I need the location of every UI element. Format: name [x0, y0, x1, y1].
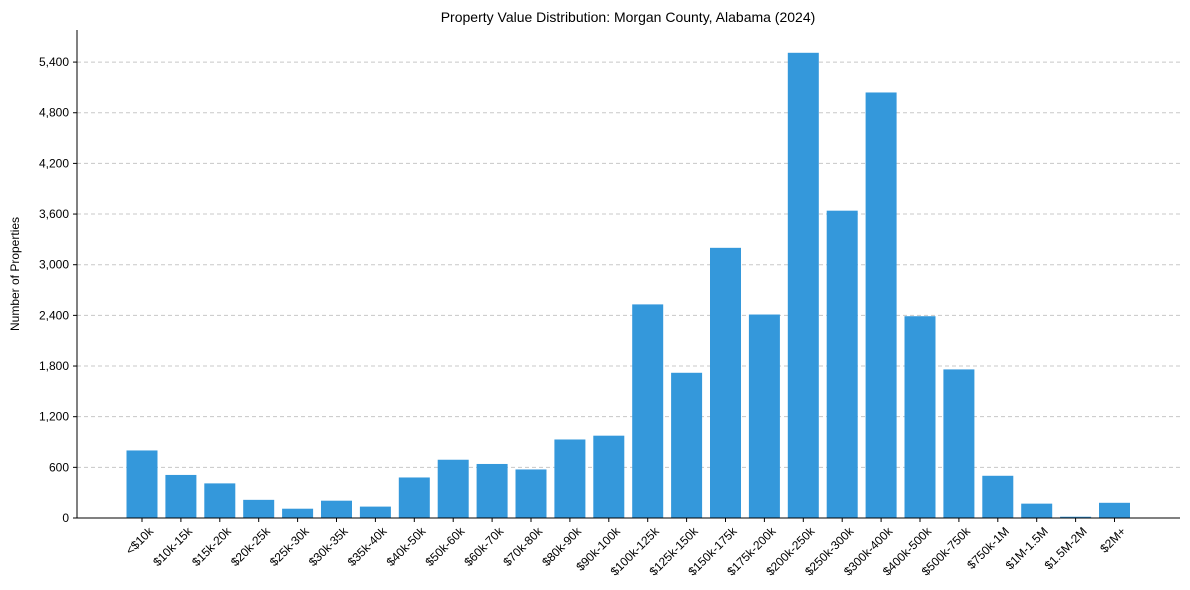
x-tick-label: $30k-35k	[306, 524, 352, 570]
bar	[204, 483, 236, 518]
x-tick-label: $1.5M-2M	[1042, 524, 1090, 572]
x-tick-label: $10k-15k	[150, 524, 196, 570]
x-tick-label: <$10k	[123, 524, 157, 558]
x-tick-label: $20k-25k	[228, 524, 274, 570]
y-tick-label: 600	[49, 460, 69, 474]
bar	[593, 435, 625, 518]
x-tick-label: $2M+	[1097, 524, 1128, 555]
y-tick-label: 4,200	[39, 156, 69, 170]
bar	[359, 506, 391, 518]
chart-title: Property Value Distribution: Morgan Coun…	[441, 9, 816, 25]
x-ticks: <$10k$10k-15k$15k-20k$20k-25k$25k-30k$30…	[123, 518, 1129, 578]
bar	[943, 369, 975, 518]
bar	[1099, 502, 1130, 518]
bar	[243, 499, 275, 518]
bar	[982, 475, 1014, 518]
gridlines	[77, 61, 1180, 468]
bar	[671, 372, 703, 518]
y-axis-label: Number of Properties	[8, 217, 22, 331]
y-tick-label: 3,000	[39, 258, 69, 272]
bar	[437, 459, 469, 518]
x-tick-label: $50k-60k	[423, 524, 469, 570]
y-tick-label: 5,400	[39, 55, 69, 69]
bar	[398, 477, 430, 518]
y-tick-label: 0	[62, 511, 69, 525]
bar	[515, 469, 547, 518]
bar	[126, 450, 158, 518]
y-tick-label: 2,400	[39, 308, 69, 322]
x-tick-label: $35k-40k	[345, 524, 391, 570]
y-tick-label: 4,800	[39, 106, 69, 120]
bar	[865, 92, 897, 518]
bar	[282, 508, 314, 518]
bar	[904, 316, 936, 518]
bar	[321, 500, 352, 518]
x-tick-label: $70k-80k	[500, 524, 546, 570]
bar	[1060, 516, 1092, 518]
axes	[76, 30, 1180, 519]
x-tick-label: $25k-30k	[267, 524, 313, 570]
y-tick-label: 1,200	[39, 410, 69, 424]
bar	[1021, 503, 1053, 518]
y-tick-label: 1,800	[39, 359, 69, 373]
y-ticks: 0 600 1,200 1,800 2,400 3,000 3,600 4,200 4,800 5…	[39, 55, 77, 525]
bar	[710, 247, 741, 518]
bar	[476, 463, 508, 518]
bar	[632, 304, 664, 518]
bars	[126, 52, 1130, 519]
bar	[165, 474, 197, 518]
x-tick-label: $40k-50k	[384, 524, 430, 570]
bar	[787, 52, 819, 519]
x-tick-label: $15k-20k	[189, 524, 235, 570]
bar	[554, 439, 586, 518]
bar	[826, 210, 858, 518]
bar	[748, 314, 780, 518]
y-tick-label: 3,600	[39, 207, 69, 221]
x-tick-label: $60k-70k	[461, 524, 507, 570]
